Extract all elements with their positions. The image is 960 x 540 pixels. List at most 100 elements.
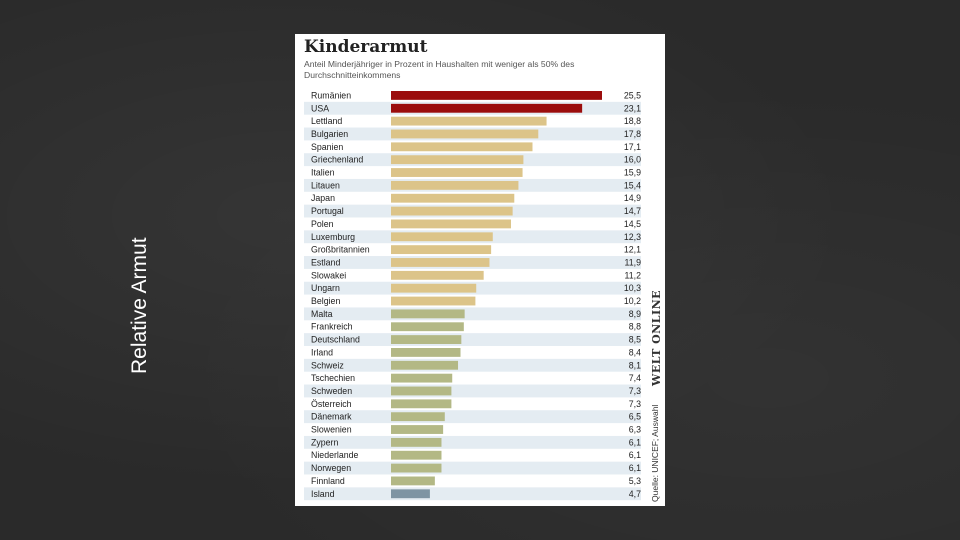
chart-subtitle: Anteil Minderjähriger in Prozent in Haus… bbox=[304, 59, 575, 80]
value-label: 17,1 bbox=[624, 142, 641, 152]
category-label: Niederlande bbox=[311, 450, 359, 460]
bar bbox=[391, 296, 476, 306]
bar bbox=[391, 206, 513, 216]
category-label: Spanien bbox=[311, 142, 343, 152]
value-label: 17,8 bbox=[624, 129, 641, 139]
category-label: USA bbox=[311, 103, 329, 113]
bar bbox=[391, 258, 490, 267]
category-label: Polen bbox=[311, 219, 334, 229]
category-label: Frankreich bbox=[311, 322, 353, 332]
value-label: 12,1 bbox=[624, 245, 641, 255]
value-label: 6,1 bbox=[629, 463, 641, 473]
bar bbox=[391, 116, 547, 126]
value-label: 14,7 bbox=[624, 206, 641, 216]
row-stripe bbox=[304, 435, 641, 449]
category-label: Tschechien bbox=[311, 373, 355, 383]
category-label: Schweiz bbox=[311, 360, 344, 370]
bar bbox=[391, 270, 484, 280]
bar bbox=[391, 463, 442, 473]
value-label: 10,2 bbox=[624, 296, 641, 306]
value-label: 14,9 bbox=[624, 193, 641, 203]
row-stripe bbox=[304, 307, 641, 321]
value-label: 11,2 bbox=[625, 270, 642, 280]
bar bbox=[391, 360, 459, 370]
category-label: Malta bbox=[311, 309, 333, 319]
bar bbox=[391, 193, 515, 203]
value-label: 10,3 bbox=[624, 283, 641, 293]
value-label: 25,5 bbox=[624, 90, 641, 100]
value-label: 16,0 bbox=[624, 155, 641, 165]
value-label: 8,5 bbox=[629, 335, 641, 345]
category-label: Japan bbox=[311, 193, 335, 203]
bar bbox=[391, 425, 444, 434]
bar bbox=[391, 476, 435, 486]
value-label: 15,4 bbox=[624, 180, 641, 190]
value-label: 8,8 bbox=[629, 322, 641, 332]
row-stripe bbox=[304, 461, 641, 475]
bar bbox=[391, 386, 452, 396]
slide-title: Relative Armut bbox=[128, 237, 151, 374]
value-label: 6,1 bbox=[629, 450, 641, 460]
bar bbox=[391, 180, 519, 190]
row-stripe bbox=[304, 358, 641, 372]
bar bbox=[391, 309, 465, 319]
bar bbox=[391, 399, 452, 409]
source-note: Quelle: UNICEF; Auswahl bbox=[650, 404, 660, 502]
row-stripe bbox=[304, 410, 641, 424]
value-label: 14,5 bbox=[624, 219, 641, 229]
category-label: Italien bbox=[311, 168, 335, 178]
value-label: 7,3 bbox=[629, 399, 641, 409]
category-label: Slowenien bbox=[311, 425, 352, 435]
category-label: Bulgarien bbox=[311, 129, 348, 139]
row-stripe bbox=[304, 384, 641, 398]
category-label: Slowakei bbox=[311, 270, 346, 280]
category-label: Luxemburg bbox=[311, 232, 355, 242]
category-label: Irland bbox=[311, 347, 333, 357]
category-label: Dänemark bbox=[311, 412, 352, 422]
category-label: Österreich bbox=[311, 399, 352, 409]
value-label: 8,9 bbox=[629, 309, 641, 319]
value-label: 7,4 bbox=[629, 373, 641, 383]
bar-chart: Rumänien 25,5 USA 23,1 Lettland 18,8 Bulgarien… bbox=[304, 90, 642, 501]
bar bbox=[391, 232, 493, 242]
row-stripe bbox=[304, 333, 641, 346]
bar bbox=[391, 129, 539, 139]
brand-logo: WELT ONLINE bbox=[650, 289, 663, 386]
value-label: 6,1 bbox=[629, 437, 641, 447]
chart-title: Kinderarmut bbox=[304, 37, 428, 57]
value-label: 18,8 bbox=[624, 116, 641, 126]
bar bbox=[391, 348, 461, 357]
bar bbox=[391, 450, 442, 460]
bar bbox=[391, 219, 511, 229]
value-label: 11,9 bbox=[625, 257, 642, 267]
value-label: 12,3 bbox=[624, 232, 641, 242]
bar bbox=[391, 335, 462, 344]
category-label: Zypern bbox=[311, 437, 338, 447]
value-label: 8,1 bbox=[629, 360, 641, 370]
category-label: Lettland bbox=[311, 116, 342, 126]
category-label: Litauen bbox=[311, 180, 340, 190]
bar bbox=[391, 91, 602, 100]
bar bbox=[391, 437, 442, 447]
category-label: Portugal bbox=[311, 206, 344, 216]
value-label: 15,9 bbox=[624, 168, 641, 178]
row-stripe bbox=[304, 487, 641, 501]
value-label: 8,4 bbox=[629, 347, 641, 357]
category-label: Belgien bbox=[311, 296, 340, 306]
category-label: Deutschland bbox=[311, 335, 360, 345]
bar bbox=[391, 373, 453, 383]
bar bbox=[391, 489, 430, 499]
category-label: Norwegen bbox=[311, 463, 351, 473]
value-label: 5,3 bbox=[629, 476, 641, 486]
category-label: Finnland bbox=[311, 476, 345, 486]
category-label: Großbritannien bbox=[311, 245, 370, 255]
value-label: 6,5 bbox=[629, 412, 641, 422]
category-label: Griechenland bbox=[311, 155, 363, 165]
category-label: Estland bbox=[311, 257, 340, 267]
category-label: Island bbox=[311, 489, 335, 499]
category-label: Schweden bbox=[311, 386, 352, 396]
value-label: 6,3 bbox=[629, 425, 641, 435]
bar bbox=[391, 168, 523, 177]
bar bbox=[391, 245, 492, 255]
bar bbox=[391, 142, 533, 152]
